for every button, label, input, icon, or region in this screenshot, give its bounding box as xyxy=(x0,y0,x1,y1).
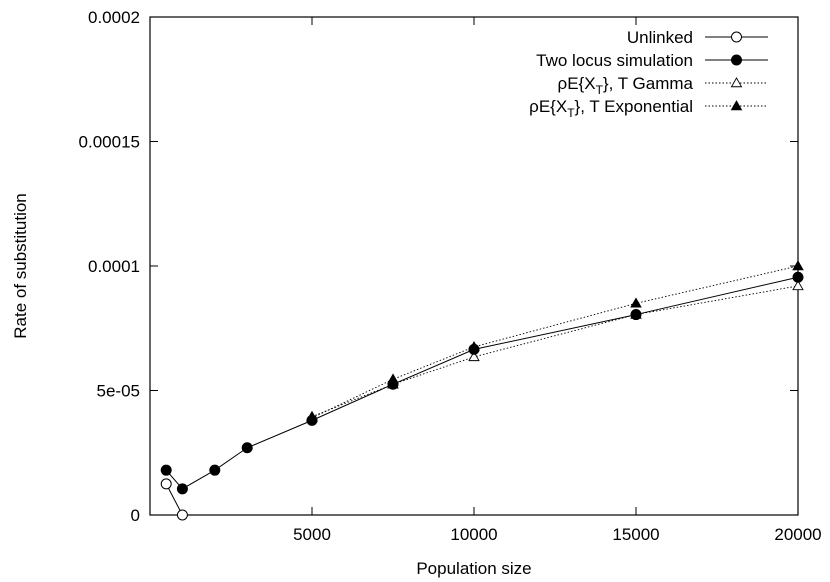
circle-open-point xyxy=(160,478,172,490)
legend-label-exponential: ρE{XT}, T Exponential xyxy=(529,97,693,120)
circle-filled-point xyxy=(176,483,188,495)
legend-gamma-sub: T xyxy=(596,83,604,97)
x-tick-label: 5000 xyxy=(293,525,331,544)
triangle-open-point xyxy=(792,280,804,291)
legend: Unlinked Two locus simulation ρE{XT}, T … xyxy=(529,28,768,120)
y-tick-label: 0.00015 xyxy=(79,133,140,152)
x-tick-label: 15000 xyxy=(612,525,659,544)
series-line xyxy=(311,265,799,419)
series-layer xyxy=(160,260,804,521)
triangle-open-point xyxy=(468,350,480,362)
series-3 xyxy=(306,280,804,421)
y-tick-label: 0 xyxy=(131,506,140,525)
circle-filled-point xyxy=(160,464,172,476)
circle-filled-point xyxy=(792,271,804,283)
y-tick-label: 0.0001 xyxy=(88,257,140,276)
series-line xyxy=(311,285,799,418)
series-1 xyxy=(160,478,188,521)
x-tick-label: 20000 xyxy=(774,525,821,544)
legend-marker xyxy=(730,100,743,111)
legend-exponential-suffix: }, T Exponential xyxy=(575,97,693,116)
circle-filled-point xyxy=(468,343,480,355)
y-tick-label: 5e-05 xyxy=(97,382,140,401)
series-line xyxy=(165,276,799,490)
y-tick-label: 0.0002 xyxy=(88,8,140,27)
legend-gamma-suffix: }, T Gamma xyxy=(603,74,694,93)
legend-label-gamma: ρE{XT}, T Gamma xyxy=(558,74,694,97)
x-axis-label: Population size xyxy=(416,559,531,578)
legend-label-unlinked: Unlinked xyxy=(627,28,693,47)
series-line xyxy=(165,483,183,516)
y-axis-label: Rate of substitution xyxy=(11,193,30,339)
legend-exponential-sub: T xyxy=(567,106,575,120)
legend-samples xyxy=(705,31,768,111)
legend-marker xyxy=(730,77,743,88)
axis-ticks: 5000 10000 15000 20000 0 5e-05 0.0001 0.00015 0.… xyxy=(79,8,822,544)
triangle-filled-point xyxy=(792,260,804,271)
legend-label-two-locus: Two locus simulation xyxy=(536,51,693,70)
circle-open-point xyxy=(176,509,188,521)
circle-filled-point xyxy=(306,414,318,426)
legend-marker xyxy=(731,31,742,43)
legend-marker xyxy=(731,54,742,66)
circle-filled-point xyxy=(241,442,253,454)
circle-filled-point xyxy=(387,378,399,390)
series-4 xyxy=(306,260,804,423)
legend-gamma-prefix: ρE{X xyxy=(558,74,596,93)
series-2 xyxy=(160,271,804,495)
circle-filled-point xyxy=(630,309,642,321)
legend-exponential-prefix: ρE{X xyxy=(529,97,567,116)
plot-frame xyxy=(149,16,799,516)
x-tick-label: 10000 xyxy=(450,525,497,544)
triangle-filled-point xyxy=(630,297,642,308)
circle-filled-point xyxy=(209,464,221,476)
